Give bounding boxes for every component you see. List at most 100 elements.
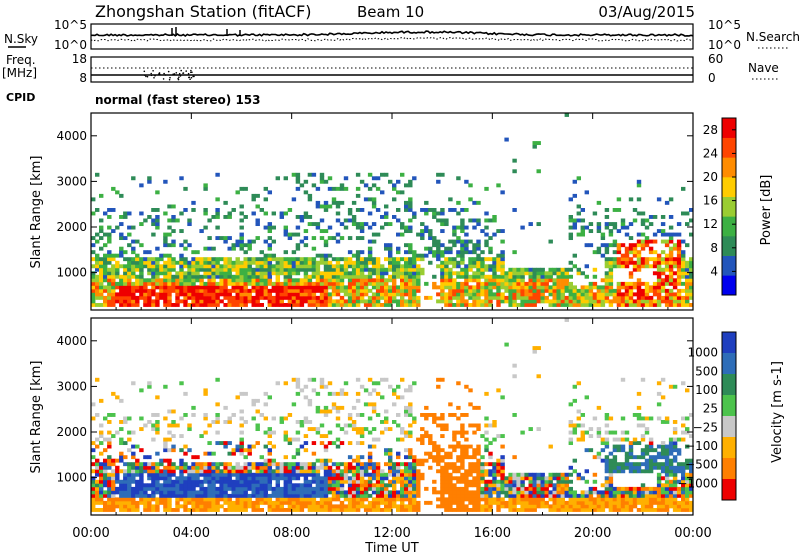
power-cell	[219, 274, 224, 279]
power-cell	[115, 295, 120, 300]
power-cell	[448, 281, 453, 286]
velocity-cell	[380, 377, 385, 382]
velocity-cell	[235, 504, 240, 509]
power-cell	[239, 225, 244, 230]
power-cell	[628, 250, 634, 255]
power-cell	[263, 281, 269, 286]
power-cell	[371, 278, 377, 283]
velocity-cell	[600, 437, 606, 442]
velocity-cell	[143, 504, 148, 509]
power-cell	[95, 288, 100, 293]
power-cell	[644, 281, 650, 286]
velocity-cell	[468, 402, 473, 407]
power-cell	[540, 299, 545, 304]
power-cell	[628, 281, 634, 286]
power-cell	[171, 257, 176, 262]
power-cell	[227, 274, 232, 279]
velocity-cell	[131, 462, 136, 467]
velocity-cell	[159, 493, 164, 498]
power-cell	[191, 295, 196, 300]
power-cell	[380, 285, 385, 290]
power-cell	[223, 303, 228, 307]
velocity-cell	[203, 500, 208, 505]
velocity-cell	[440, 476, 445, 481]
velocity-cell	[359, 455, 365, 460]
power-cell	[380, 190, 385, 195]
velocity-cell	[416, 469, 421, 474]
velocity-cell	[448, 490, 453, 495]
power-cell	[508, 292, 513, 297]
velocity-cell	[500, 434, 505, 439]
power-cell	[323, 260, 329, 265]
velocity-cell	[303, 476, 309, 481]
velocity-cell	[408, 479, 413, 484]
velocity-cell	[620, 416, 626, 421]
velocity-cell	[235, 465, 240, 470]
power-cell	[488, 236, 493, 241]
power-cell	[243, 260, 248, 265]
velocity-cell	[520, 490, 525, 495]
velocity-cell	[299, 420, 305, 424]
velocity-cell	[287, 462, 293, 467]
velocity-cell	[247, 497, 252, 502]
velocity-cell	[343, 490, 349, 495]
power-cell	[311, 271, 317, 276]
velocity-cell	[319, 462, 325, 467]
velocity-cell	[472, 500, 477, 505]
velocity-cell	[648, 448, 654, 453]
power-cell	[620, 292, 626, 297]
power-cell	[119, 285, 124, 290]
velocity-cell	[676, 469, 682, 474]
power-cell	[99, 257, 104, 262]
velocity-cell	[123, 508, 128, 512]
velocity-cell	[167, 423, 172, 428]
power-cell	[644, 303, 650, 307]
power-cell	[660, 257, 666, 262]
velocity-cell	[604, 479, 610, 484]
power-cell	[480, 250, 485, 255]
velocity-cell	[524, 476, 529, 481]
velocity-cell	[384, 490, 389, 495]
velocity-cell	[167, 437, 172, 442]
velocity-cell	[520, 430, 525, 435]
power-cell	[436, 172, 441, 177]
power-cell	[488, 257, 493, 262]
velocity-cell	[608, 416, 614, 421]
velocity-cell	[163, 465, 168, 470]
power-cell	[504, 299, 509, 304]
power-cell	[396, 232, 401, 237]
velocity-cell	[163, 497, 168, 502]
power-cell	[656, 278, 662, 283]
power-cell	[303, 211, 309, 216]
velocity-cell	[656, 497, 662, 502]
velocity-cell	[664, 462, 670, 467]
velocity-cell	[139, 448, 144, 453]
power-cell	[689, 295, 694, 300]
velocity-cell	[512, 490, 517, 495]
power-cell	[460, 288, 465, 293]
power-cell	[472, 295, 477, 300]
velocity-cell	[303, 420, 309, 424]
power-cell	[681, 264, 686, 269]
power-cell	[452, 243, 457, 248]
power-cell	[99, 278, 104, 283]
velocity-cell	[536, 493, 541, 498]
power-cell	[408, 208, 413, 212]
velocity-cell	[440, 497, 445, 502]
power-cell	[187, 288, 192, 293]
power-cell	[384, 278, 389, 283]
power-cell	[420, 271, 425, 276]
power-cell	[215, 215, 220, 219]
velocity-cell	[339, 476, 345, 481]
velocity-cell	[247, 493, 252, 498]
velocity-cell	[436, 448, 441, 453]
power-cell	[685, 243, 690, 248]
velocity-cell	[355, 483, 361, 488]
power-cell	[331, 200, 337, 205]
power-cell	[231, 281, 236, 286]
velocity-cell	[676, 493, 682, 498]
velocity-cell	[636, 462, 642, 467]
power-cell	[347, 208, 353, 212]
velocity-cell	[496, 462, 501, 467]
velocity-cell	[327, 490, 333, 495]
